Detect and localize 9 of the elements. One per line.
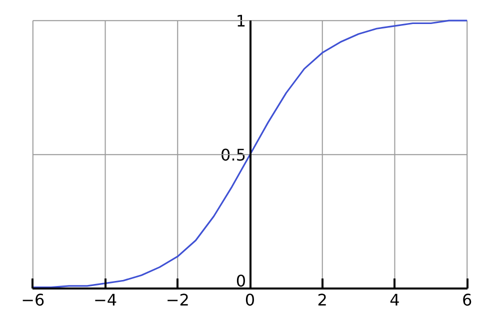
y-tick-label: 1 bbox=[236, 12, 246, 31]
y-tick-label: 0.5 bbox=[220, 146, 246, 165]
y-tick-label: 0 bbox=[236, 272, 246, 291]
x-tick-label: 6 bbox=[462, 290, 472, 310]
x-tick-label: −6 bbox=[21, 290, 45, 310]
x-tick-label: 2 bbox=[317, 290, 328, 310]
x-tick-label: −2 bbox=[166, 290, 190, 310]
x-tick-label: 4 bbox=[390, 290, 400, 310]
x-tick-label: −4 bbox=[93, 290, 118, 310]
